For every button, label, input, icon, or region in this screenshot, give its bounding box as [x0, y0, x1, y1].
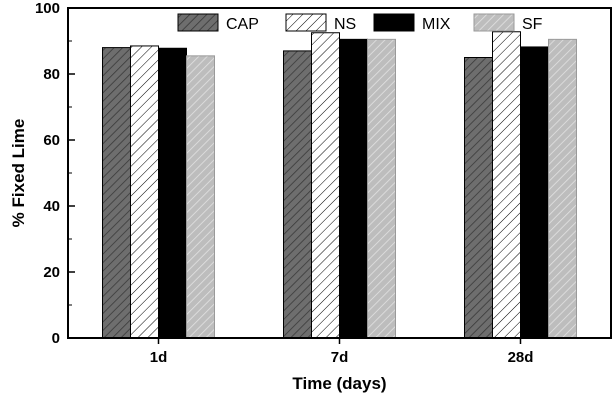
legend-swatch-mix [373, 13, 415, 32]
legend-swatch-cap [177, 13, 219, 32]
x-axis-ticks: 1d 7d 28d [150, 338, 534, 366]
legend-label-mix: MIX [422, 16, 451, 33]
bar-ns-28d [492, 31, 521, 339]
x-axis-title: Time (days) [292, 374, 386, 393]
bar-mix-7d [339, 38, 368, 339]
legend-label-cap: CAP [226, 16, 259, 33]
bars-group [102, 31, 577, 339]
plot-frame [67, 7, 612, 339]
y-tick-label-20: 20 [43, 264, 60, 281]
bar-ns-7d [311, 32, 340, 339]
bar-mix-28d [520, 46, 549, 339]
x-tick-label-28d: 28d [508, 349, 534, 366]
bar-ns-1d [130, 45, 159, 339]
bar-cap-7d [283, 50, 312, 339]
bar-cap-1d [102, 47, 131, 339]
legend-label-sf: SF [522, 16, 543, 33]
bar-sf-1d [186, 55, 215, 339]
y-tick-label-0: 0 [52, 330, 60, 347]
x-tick-label-7d: 7d [331, 349, 349, 366]
y-tick-label-40: 40 [43, 198, 60, 215]
y-tick-label-80: 80 [43, 66, 60, 83]
legend-label-ns: NS [334, 16, 356, 33]
y-tick-label-60: 60 [43, 132, 60, 149]
legend-swatch-sf [473, 13, 515, 32]
y-axis-title: % Fixed Lime [9, 119, 28, 228]
bar-sf-28d [548, 38, 577, 339]
x-tick-label-1d: 1d [150, 349, 168, 366]
legend: CAP NS MIX SF [177, 13, 543, 33]
bar-mix-1d [158, 47, 187, 339]
bar-sf-7d [367, 38, 396, 339]
y-tick-label-100: 100 [35, 0, 60, 17]
legend-swatch-ns [285, 13, 327, 32]
bar-cap-28d [464, 57, 493, 339]
